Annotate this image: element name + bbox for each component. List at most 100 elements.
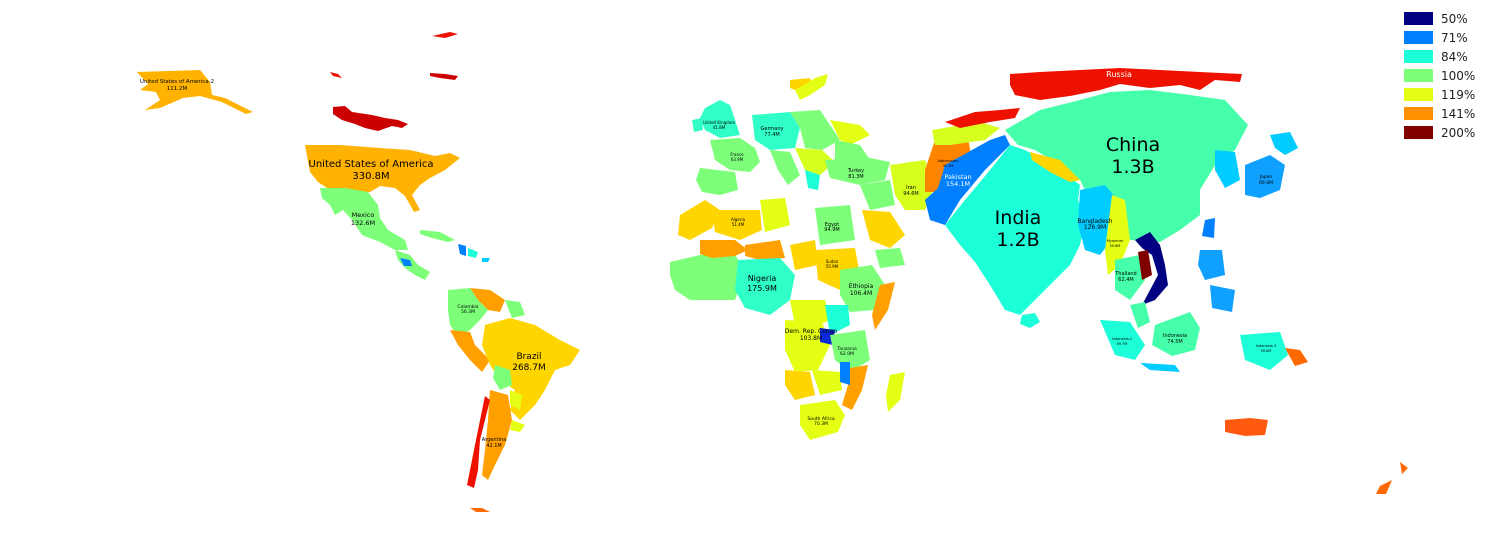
region-java	[1140, 363, 1180, 372]
legend-swatch	[1404, 50, 1433, 63]
legend-item-84: 84%	[1404, 47, 1475, 66]
region-canada-north-2	[330, 72, 342, 78]
label-turkey-name: Turkey	[847, 168, 864, 174]
label-sudan-name: Sudan	[826, 259, 839, 264]
label-bangladesh-pop: 126.9M	[1084, 224, 1106, 231]
region-poland	[800, 125, 840, 150]
label-pakistan-pop: 154.1M	[946, 180, 970, 188]
region-greece	[805, 170, 820, 190]
region-nz-north	[1400, 462, 1408, 474]
label-colombia-name: Colombia	[457, 304, 478, 310]
label-ethiopia-name: Ethiopia	[849, 283, 874, 290]
legend-swatch	[1404, 69, 1433, 82]
region-libya	[760, 198, 790, 232]
europe-regions	[692, 74, 870, 195]
region-alaska	[137, 70, 253, 114]
region-hispaniola	[468, 248, 478, 258]
region-philippines	[1198, 250, 1225, 280]
region-australia	[1225, 418, 1268, 436]
region-tanzania	[830, 330, 870, 372]
region-ethiopia	[840, 265, 885, 312]
region-uruguay	[510, 420, 525, 432]
region-nepal	[1030, 152, 1080, 182]
label-nigeria-name: Nigeria	[748, 274, 777, 283]
legend-item-50: 50%	[1404, 9, 1475, 28]
label-argentina-name: Argentina	[482, 437, 506, 443]
label-usa-pop: 330.8M	[352, 171, 389, 182]
label-uk-name: United Kingdom	[703, 120, 735, 125]
legend-label: 119%	[1441, 87, 1476, 102]
label-myanmar-name: Myanmar	[1107, 239, 1124, 243]
region-italy	[770, 150, 800, 185]
region-madagascar	[886, 372, 905, 412]
region-cuba	[420, 230, 455, 242]
region-pakistan	[925, 135, 1010, 225]
label-drc-name: Dem. Rep. Congo	[785, 328, 838, 335]
legend-label: 100%	[1441, 68, 1476, 83]
label-indonesia-3-pop: 59.6M	[1261, 349, 1272, 353]
label-afghanistan-pop: 31.9M	[943, 164, 954, 168]
legend-label: 200%	[1441, 125, 1476, 140]
middle-east-regions	[825, 122, 1010, 268]
region-egypt	[815, 205, 855, 245]
region-paraguay	[510, 390, 522, 410]
label-china-name: China	[1106, 134, 1160, 156]
region-south-africa	[800, 400, 845, 440]
label-usa-name: United States of America	[309, 159, 434, 170]
region-japan	[1245, 155, 1285, 198]
label-indonesia-pop: 74.5M	[1167, 339, 1182, 345]
region-guatemala	[400, 258, 412, 266]
region-greenland-bits	[432, 32, 458, 38]
region-sri-lanka	[1020, 313, 1040, 328]
label-algeria-pop: 51.4M	[732, 222, 745, 227]
label-uk-pop: 41.8M	[713, 125, 726, 130]
region-algeria	[712, 210, 762, 240]
region-chad	[790, 240, 818, 270]
region-guyana	[505, 300, 525, 318]
region-laos	[1138, 250, 1152, 280]
label-myanmar-pop: 50.8M	[1110, 244, 1121, 248]
region-brazil	[482, 318, 580, 420]
region-canada-west	[333, 106, 408, 131]
region-turkey	[825, 158, 890, 185]
region-venezuela	[470, 288, 505, 312]
region-baltics	[830, 120, 870, 145]
region-labels: United States of America-2 111.2M United…	[140, 70, 1276, 449]
region-france	[710, 138, 760, 172]
label-egypt-name: Egypt	[825, 222, 839, 228]
label-bangladesh-name: Bangladesh	[1077, 218, 1112, 225]
north-america-regions	[137, 32, 490, 280]
region-philippines-2	[1210, 285, 1235, 312]
region-japan-north	[1270, 132, 1298, 155]
label-colombia-pop: 56.3M	[461, 309, 475, 315]
label-germany-name: Germany	[761, 126, 784, 132]
label-india-name: India	[995, 207, 1042, 229]
label-ethiopia-pop: 106.4M	[850, 290, 872, 297]
legend-item-141: 141%	[1404, 104, 1475, 123]
legend-item-200: 200%	[1404, 123, 1475, 142]
legend-label: 141%	[1441, 106, 1476, 121]
region-norway	[795, 74, 828, 100]
label-sudan-pop: 55.9M	[826, 264, 839, 269]
label-japan-name: Japan	[1259, 174, 1273, 180]
region-colombia	[448, 288, 488, 336]
legend-item-71: 71%	[1404, 28, 1475, 47]
region-angola	[785, 370, 815, 400]
region-central-america	[395, 250, 430, 280]
region-west-africa	[670, 255, 745, 300]
region-caribbean	[458, 244, 466, 256]
legend: 50% 71% 84% 100% 119% 141% 200%	[1404, 9, 1475, 142]
legend-swatch	[1404, 31, 1433, 44]
legend-swatch	[1404, 107, 1433, 120]
region-iraq-syria	[860, 180, 895, 210]
label-brazil-pop: 268.7M	[512, 363, 546, 373]
label-japan-pop: 69.6M	[1259, 180, 1273, 186]
label-mexico-name: Mexico	[352, 211, 375, 219]
label-france-pop: 63.9M	[731, 157, 744, 162]
label-pakistan-name: Pakistan	[944, 173, 971, 181]
label-usa-2-pop: 111.2M	[167, 86, 188, 92]
region-indonesia	[1152, 312, 1200, 356]
region-central-asia	[932, 122, 1000, 145]
region-morocco	[678, 200, 720, 240]
